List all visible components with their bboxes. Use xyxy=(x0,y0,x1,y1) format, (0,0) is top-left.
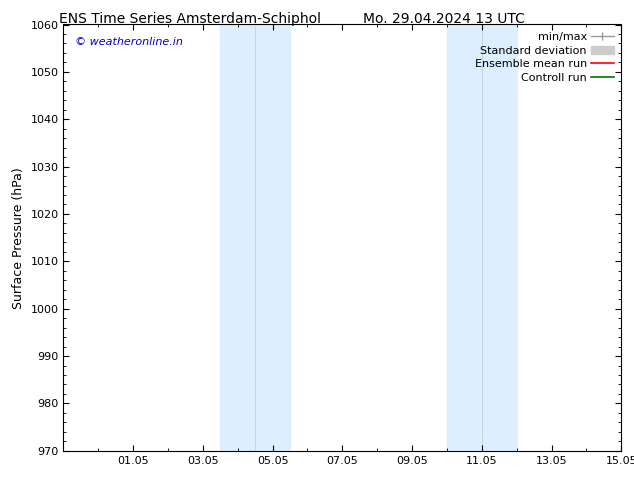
Y-axis label: Surface Pressure (hPa): Surface Pressure (hPa) xyxy=(12,167,25,309)
Legend: min/max, Standard deviation, Ensemble mean run, Controll run: min/max, Standard deviation, Ensemble me… xyxy=(470,28,618,87)
Text: © weatheronline.in: © weatheronline.in xyxy=(75,37,183,48)
Text: Mo. 29.04.2024 13 UTC: Mo. 29.04.2024 13 UTC xyxy=(363,12,525,26)
Bar xyxy=(221,24,290,451)
Bar xyxy=(447,24,517,451)
Text: ENS Time Series Amsterdam-Schiphol: ENS Time Series Amsterdam-Schiphol xyxy=(59,12,321,26)
